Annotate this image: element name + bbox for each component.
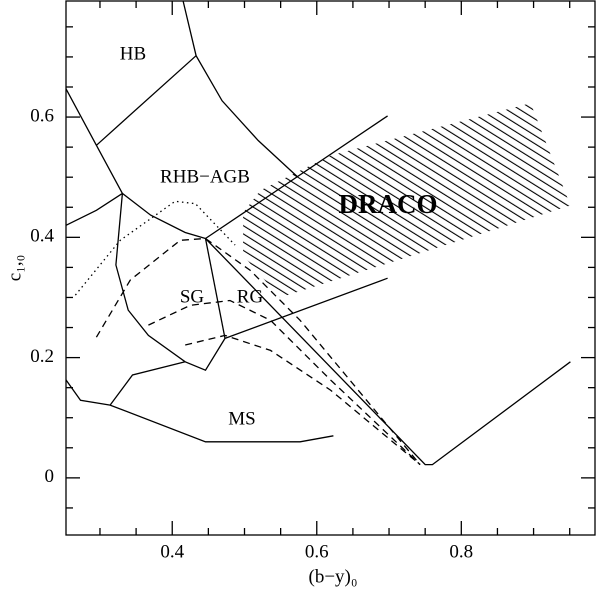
region-label: MS [228,408,255,429]
x-axis-label: (b−y)₀ [309,566,358,587]
boundary-line [182,0,298,178]
y-tick-label: 0.6 [30,105,54,126]
region-label: HB [120,43,146,64]
hatched-region [243,103,571,298]
boundary-line [65,192,123,226]
boundary-line [109,361,186,406]
region-label: DRACO [339,189,438,219]
boundary-line [95,55,197,146]
boundary-line [205,238,571,466]
region-label: RHB−AGB [160,166,250,187]
y-tick-label: 0 [45,466,55,487]
boundary-line [115,193,226,372]
x-tick-label: 0.4 [160,541,184,562]
boundary-line [148,299,421,466]
boundary-line [74,200,236,296]
y-tick-label: 0.2 [30,346,54,367]
boundary-line [204,238,226,339]
boundary-line [185,334,421,466]
boundary-line [95,237,421,466]
boundary-line [65,379,334,443]
region-label: RG [237,286,264,307]
boundary-line [65,88,206,240]
y-tick-label: 0.4 [30,226,54,247]
x-tick-label: 0.8 [449,541,473,562]
region-label: SG [180,286,205,307]
x-tick-label: 0.6 [305,541,329,562]
boundary-line [224,277,388,340]
y-axis-label: c₁,₀ [4,255,25,281]
